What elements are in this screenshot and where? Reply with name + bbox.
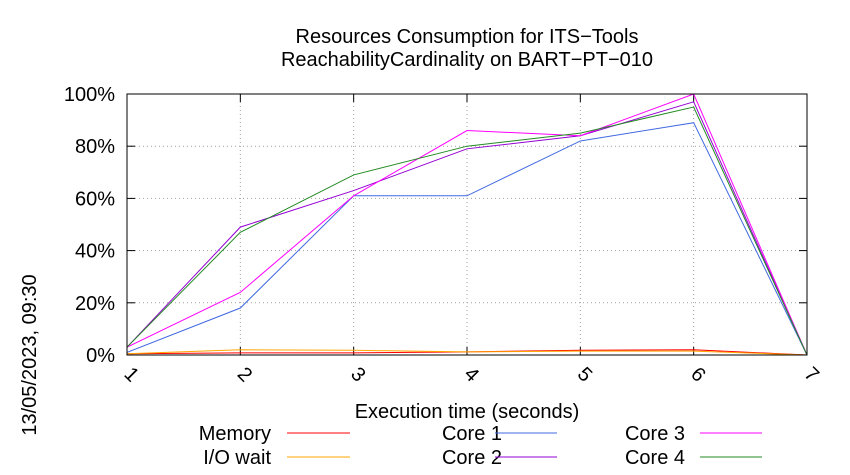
y-tick-label: 100% [64, 84, 115, 106]
legend-label-core-3: Core 3 [625, 423, 685, 445]
y-axis-ticks: 0% 20% 40% 60% 80% 100% [64, 84, 807, 367]
x-tick-label: 7 [800, 363, 823, 386]
y-tick-label: 60% [75, 188, 115, 210]
y-tick-label: 80% [75, 136, 115, 158]
series-line-core-2 [126, 101, 808, 356]
legend-label-i-o-wait: I/O wait [203, 447, 271, 469]
x-tick-label: 1 [120, 363, 143, 386]
x-tick-label: 4 [460, 363, 483, 386]
plot-frame [126, 93, 808, 356]
x-tick-label: 6 [686, 363, 709, 386]
series-line-core-3 [126, 93, 808, 356]
series-line-core-4 [126, 106, 808, 356]
y-tick-label: 20% [75, 293, 115, 315]
series-lines [126, 93, 808, 356]
x-axis-ticks: 1 2 3 4 5 6 7 [120, 94, 823, 386]
x-tick-label: 2 [233, 363, 256, 386]
timestamp-label: 13/05/2023, 09:30 [19, 274, 41, 435]
chart-title-line-2: ReachabilityCardinality on BART−PT−010 [281, 49, 653, 71]
grid-lines [127, 94, 807, 355]
series-line-i-o-wait [126, 349, 808, 356]
y-tick-label: 40% [75, 241, 115, 263]
legend-label-core-1: Core 1 [442, 423, 502, 445]
y-tick-label: 0% [86, 345, 115, 367]
legend-label-memory: Memory [199, 423, 271, 445]
x-tick-label: 3 [346, 363, 369, 386]
series-line-core-1 [126, 122, 808, 356]
legend-label-core-4: Core 4 [625, 447, 685, 469]
legend-label-core-2: Core 2 [442, 447, 502, 469]
x-tick-label: 5 [573, 363, 596, 386]
chart-title-line-1: Resources Consumption for ITS−Tools [296, 26, 639, 48]
x-axis-label: Execution time (seconds) [355, 401, 580, 423]
